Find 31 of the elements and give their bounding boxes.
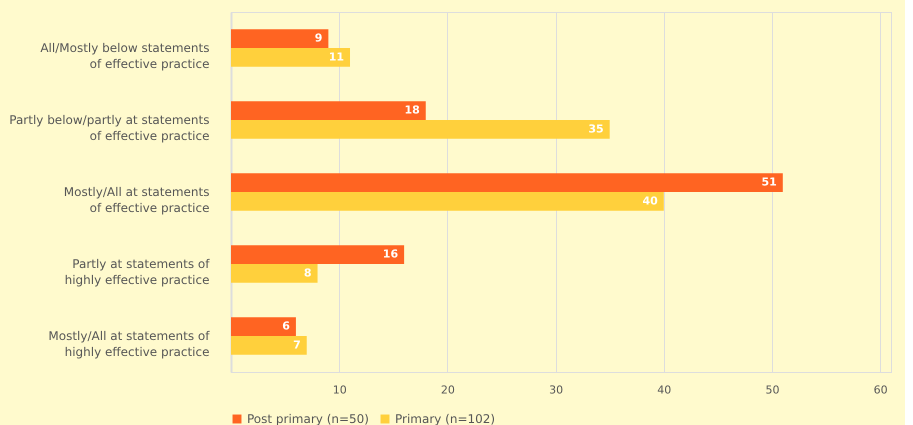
y-tick-label: Partly at statements of highly effective practice xyxy=(64,257,210,287)
bar xyxy=(231,264,318,283)
bar xyxy=(231,29,328,48)
data-label: 11 xyxy=(328,50,344,64)
x-tick-label: 30 xyxy=(549,384,564,396)
bar xyxy=(231,192,664,211)
data-label: 8 xyxy=(304,266,312,280)
data-label: 51 xyxy=(761,176,777,189)
data-label: 40 xyxy=(642,194,658,208)
x-tick-label: 10 xyxy=(332,384,347,396)
bar xyxy=(231,245,404,264)
x-tick-label: 50 xyxy=(765,384,780,396)
bar xyxy=(231,48,350,67)
y-tick-label: Mostly/All at statements of highly effective practice xyxy=(48,329,210,359)
data-label: 7 xyxy=(293,338,301,352)
bar xyxy=(231,120,610,139)
bar xyxy=(231,173,783,192)
data-label: 9 xyxy=(314,32,322,45)
y-tick-label: Mostly/All at statements of effective practice xyxy=(64,185,210,215)
data-label: 16 xyxy=(382,248,398,261)
data-label: 18 xyxy=(404,104,420,117)
y-tick-label: All/Mostly below statements of effective practice xyxy=(40,41,210,71)
x-tick-label: 20 xyxy=(440,384,455,396)
data-label: 35 xyxy=(588,122,604,136)
bar xyxy=(231,336,307,355)
bar xyxy=(231,317,296,336)
x-tick-label: 60 xyxy=(874,384,888,396)
x-tick-label: 40 xyxy=(657,384,672,396)
data-label: 6 xyxy=(282,320,290,333)
y-tick-label: Partly below/partly at statements of effective practice xyxy=(9,113,210,143)
bar xyxy=(231,101,426,120)
